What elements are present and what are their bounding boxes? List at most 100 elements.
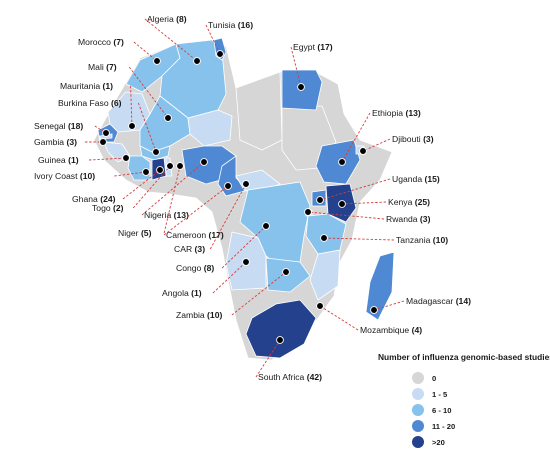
label-name-south-africa: South Africa [258,372,307,382]
leader-line-djibouti [362,138,391,152]
label-name-tanzania: Tanzania [396,235,433,245]
leader-line-mozambique [319,305,359,331]
label-algeria: Algeria (8) [147,14,187,24]
label-count-kenya: (25) [415,197,430,207]
country-madagascar [365,251,395,321]
label-name-ethiopia: Ethiopia [372,108,405,118]
leader-line-morocco [133,41,158,62]
leader-line-niger [163,165,181,234]
label-count-cameroon: (17) [209,230,224,240]
label-egypt: Egypt (17) [293,42,333,52]
label-count-rwanda: (3) [420,214,431,224]
leader-line-madagascar [373,300,405,311]
marker-ivory-coast [142,168,150,176]
label-nigeria: Nigeria (13) [144,210,189,220]
leader-line-guinea [88,157,127,161]
label-count-mali: (7) [106,62,117,72]
marker-ghana [156,166,164,174]
label-name-mozambique: Mozambique [360,325,412,335]
marker-angola [242,258,250,266]
label-count-ghana: (24) [100,194,115,204]
label-senegal: Senegal (18) [34,121,83,131]
label-uganda: Uganda (15) [392,174,440,184]
label-count-angola: (1) [191,288,202,298]
marker-tunisia [216,50,224,58]
legend-swatch-3 [412,420,424,432]
leader-line-rwanda [307,211,385,220]
label-name-car: CAR [174,244,195,254]
marker-nigeria [200,158,208,166]
label-gambia: Gambia (3) [34,137,77,147]
leader-line-mali [128,66,169,119]
marker-morocco [153,57,161,65]
label-count-senegal: (18) [68,121,83,131]
label-count-car: (3) [195,244,206,254]
marker-mauritania [128,122,136,130]
marker-mali [164,114,172,122]
label-congo: Congo (8) [176,263,214,273]
label-south-africa: South Africa (42) [258,372,322,382]
label-count-niger: (5) [141,228,152,238]
label-name-angola: Angola [162,288,191,298]
legend-swatch-1 [412,388,424,400]
label-count-mauritania: (1) [103,81,114,91]
leader-line-ghana [122,169,161,200]
legend: Number of influenza genomic-based studie… [378,352,550,448]
marker-senegal [102,129,110,137]
marker-car [242,180,250,188]
label-name-rwanda: Rwanda [386,214,420,224]
leader-line-tanzania [323,237,395,241]
label-madagascar: Madagascar (14) [406,296,471,306]
label-count-mozambique: (4) [412,325,423,335]
marker-algeria [193,57,201,65]
legend-swatch-4 [412,436,424,448]
label-count-algeria: (8) [176,14,187,24]
marker-tanzania [320,234,328,242]
label-count-burkina-faso: (6) [111,98,122,108]
label-count-togo: (2) [113,203,124,213]
marker-madagascar [370,306,378,314]
label-niger: Niger (5) [118,228,152,238]
label-name-zambia: Zambia [176,310,207,320]
marker-djibouti [359,147,367,155]
label-count-guinea: (1) [68,155,79,165]
label-ivory-coast: Ivory Coast (10) [34,171,95,181]
label-name-ivory-coast: Ivory Coast [34,171,80,181]
label-count-nigeria: (13) [174,210,189,220]
label-name-niger: Niger [118,228,141,238]
leader-line-south-africa [255,339,281,378]
marker-cameroon [224,182,232,190]
label-name-egypt: Egypt [293,42,317,52]
label-count-south-africa: (42) [307,372,322,382]
marker-gambia [99,138,107,146]
leader-line-nigeria [141,161,205,216]
marker-egypt [297,83,305,91]
leader-line-burkina-faso [137,102,157,153]
marker-mozambique [316,302,324,310]
label-count-tanzania: (10) [433,235,448,245]
label-kenya: Kenya (25) [388,197,430,207]
label-count-madagascar: (14) [456,296,471,306]
label-djibouti: Djibouti (3) [392,134,434,144]
leader-line-angola [212,261,247,294]
label-count-zambia: (10) [207,310,222,320]
label-name-morocco: Morocco [78,37,113,47]
label-cameroon: Cameroon (17) [166,230,224,240]
label-mozambique: Mozambique (4) [360,325,422,335]
label-count-ethiopia: (13) [405,108,420,118]
marker-niger [176,162,184,170]
label-name-guinea: Guinea [38,155,68,165]
leader-line-algeria [144,18,198,62]
label-togo: Togo (2) [92,203,124,213]
label-name-tunisia: Tunisia [208,20,238,30]
label-name-djibouti: Djibouti [392,134,423,144]
label-name-kenya: Kenya [388,197,415,207]
marker-uganda [316,196,324,204]
label-name-mauritania: Mauritania [60,81,103,91]
marker-burkina-faso [152,148,160,156]
label-mali: Mali (7) [88,62,117,72]
legend-label-2: 6 - 10 [432,406,451,415]
label-burkina-faso: Burkina Faso (6) [58,98,122,108]
label-mauritania: Mauritania (1) [60,81,113,91]
